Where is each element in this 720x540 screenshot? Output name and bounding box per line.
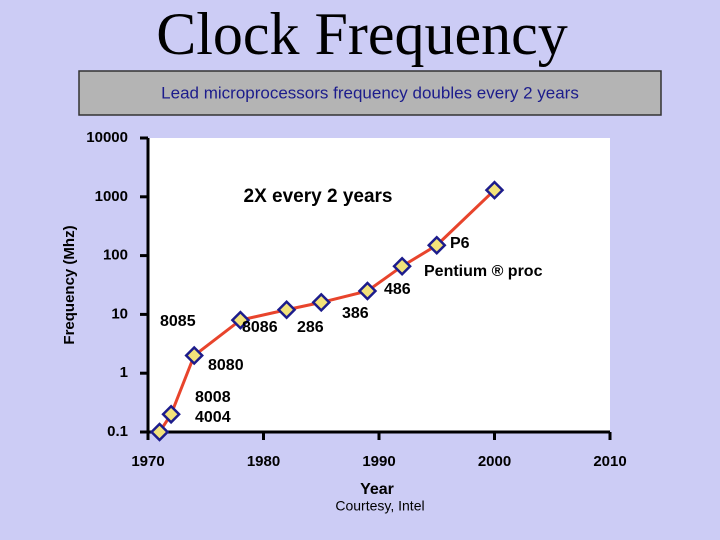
subtitle: Lead microprocessors frequency doubles e… [161,83,579,102]
subtitle-box [78,70,662,116]
data-point [230,310,251,330]
x-tick-label: 2000 [478,453,511,470]
y-tick-label: 1 [120,364,128,381]
y-tick-label: 0.1 [107,423,128,440]
data-point [149,422,170,442]
annotation: 4004 [195,409,231,426]
data-point [484,180,505,200]
annotation: P6 [450,235,470,252]
x-tick-label: 1970 [131,453,164,470]
data-point [357,281,378,301]
data-point [276,299,297,320]
x-tick-label: 1980 [247,453,280,470]
data-point [311,292,332,313]
data-point [392,256,412,276]
annotation: 8080 [208,357,244,374]
annotation: 8008 [195,389,231,406]
series-line [158,189,496,433]
x-axis-label: Year [360,481,394,498]
data-point [161,404,181,425]
y-tick-label: 1000 [95,188,128,205]
data-point [184,345,204,366]
x-tick-label: 2010 [593,453,626,470]
y-axis-label: Frequency (Mhz) [61,225,78,344]
x-tick-label: 1990 [362,453,395,470]
source-note: Courtesy, Intel [335,498,424,514]
annotation: 2X every 2 years [244,186,393,207]
y-tick-label: 10 [111,305,128,322]
annotation: 8086 [242,319,278,336]
annotation: 286 [297,319,324,336]
annotation: Pentium ® proc [424,263,543,280]
plot-area [148,138,610,432]
chart-title: Clock Frequency [156,1,568,67]
data-point [426,235,447,256]
annotation: 486 [384,281,411,298]
y-tick-label: 10000 [86,129,128,146]
y-tick-label: 100 [103,247,128,264]
annotation: 8085 [160,313,196,330]
annotation: 386 [342,305,369,322]
